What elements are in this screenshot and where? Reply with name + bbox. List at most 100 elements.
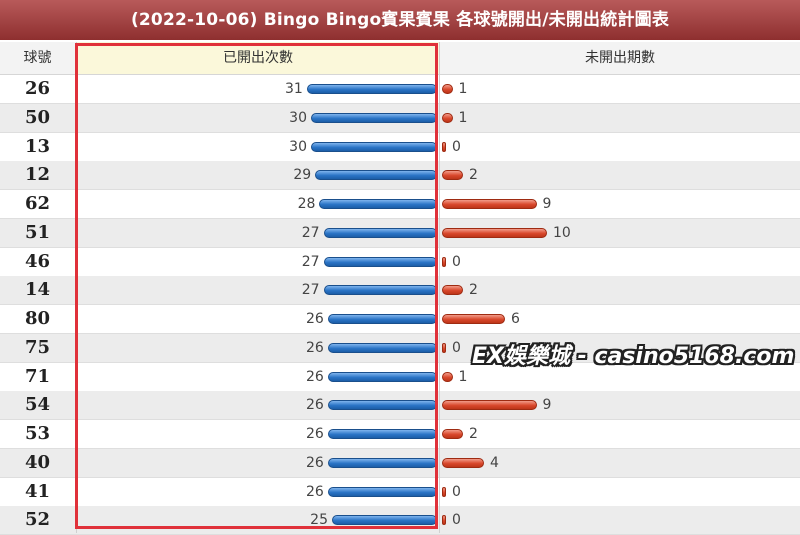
missed-periods-bar <box>442 141 446 152</box>
table-row: 54 26 9 <box>0 391 800 421</box>
drawn-count-bar <box>319 199 437 209</box>
ball-number: 52 <box>24 509 51 531</box>
drawn-count-label: 27 <box>301 282 320 299</box>
missed-periods-bar <box>442 486 446 497</box>
drawn-count-bar <box>311 112 437 123</box>
ball-number: 12 <box>24 164 51 186</box>
drawn-count-bar <box>306 84 437 94</box>
drawn-count-cell: 26 <box>77 391 439 419</box>
drawn-count-bar <box>311 141 437 152</box>
table-row: 50 30 1 <box>0 103 800 133</box>
ball-number: 53 <box>24 423 51 444</box>
table-row: 41 26 0 <box>0 477 800 507</box>
drawn-count-label: 26 <box>305 339 324 356</box>
ball-number: 62 <box>24 193 51 214</box>
drawn-count-bar <box>332 515 437 526</box>
header-missed-periods: 未開出期數 <box>585 50 655 66</box>
drawn-count-bar <box>327 457 437 468</box>
ball-number: 51 <box>24 221 51 243</box>
ball-number: 50 <box>24 106 51 128</box>
ball-number: 26 <box>24 78 51 99</box>
missed-periods-bar <box>442 170 463 181</box>
missed-periods-label: 6 <box>511 311 520 327</box>
missed-periods-bar <box>442 342 446 353</box>
missed-periods-label: 2 <box>469 282 478 299</box>
watermark: EX娛樂城 - casino5168.com <box>472 344 795 369</box>
drawn-count-label: 26 <box>305 368 324 385</box>
drawn-count-bar <box>323 285 437 296</box>
ball-number: 54 <box>24 394 51 416</box>
drawn-count-cell: 27 <box>77 219 439 247</box>
missed-periods-label: 0 <box>452 483 461 500</box>
table-row: 14 27 2 <box>0 276 800 306</box>
missed-periods-cell: 0 <box>440 248 800 276</box>
table-row: 40 26 4 <box>0 448 800 478</box>
missed-periods-cell: 9 <box>440 190 800 218</box>
drawn-count-cell: 25 <box>77 506 439 534</box>
missed-periods-bar <box>442 371 453 382</box>
table-row: 75 26 0 <box>0 333 800 363</box>
drawn-count-cell: 29 <box>77 161 439 189</box>
missed-periods-cell: 2 <box>440 276 800 304</box>
missed-periods-label: 4 <box>490 454 499 471</box>
missed-periods-cell: 9 <box>440 391 800 419</box>
missed-periods-cell: 0 <box>440 334 800 362</box>
drawn-count-cell: 26 <box>77 478 439 506</box>
drawn-count-label: 30 <box>289 138 307 155</box>
drawn-count-cell: 30 <box>77 133 439 161</box>
missed-periods-bar <box>442 227 547 238</box>
missed-periods-bar <box>442 84 453 94</box>
drawn-count-label: 26 <box>305 483 324 500</box>
drawn-count-cell: 26 <box>77 334 439 362</box>
drawn-count-cell: 26 <box>77 305 439 333</box>
drawn-count-cell: 26 <box>77 449 439 477</box>
missed-periods-bar <box>442 515 446 526</box>
drawn-count-label: 27 <box>301 253 320 270</box>
drawn-count-cell: 27 <box>77 276 439 304</box>
ball-number: 13 <box>24 135 51 157</box>
drawn-count-label: 30 <box>289 109 307 126</box>
table-row: 52 25 0 <box>0 506 800 535</box>
drawn-count-bar <box>327 486 437 497</box>
missed-periods-cell: 1 <box>440 75 800 103</box>
ball-number: 71 <box>24 365 51 387</box>
ball-number: 80 <box>24 308 51 329</box>
header-number: 球號 <box>23 50 52 66</box>
drawn-count-label: 26 <box>305 426 324 442</box>
missed-periods-cell: 1 <box>440 104 800 132</box>
missed-periods-label: 1 <box>458 109 468 126</box>
table-row: 46 27 0 <box>0 247 800 277</box>
drawn-count-label: 27 <box>301 224 320 241</box>
missed-periods-cell: 2 <box>440 161 800 189</box>
table-row: 71 26 1 <box>0 362 800 392</box>
chart-title: (2022-10-06) Bingo Bingo賓果賓果 各球號開出/未開出統計… <box>0 0 800 40</box>
drawn-count-label: 26 <box>305 397 324 414</box>
missed-periods-bar <box>442 285 463 296</box>
missed-periods-bar <box>442 314 505 324</box>
drawn-count-label: 26 <box>305 311 324 327</box>
missed-periods-cell: 0 <box>440 133 800 161</box>
missed-periods-label: 1 <box>458 81 468 97</box>
drawn-count-cell: 30 <box>77 104 439 132</box>
ball-number: 14 <box>24 279 51 301</box>
missed-periods-cell: 6 <box>440 305 800 333</box>
ball-number: 41 <box>24 480 51 502</box>
table-row: 12 29 2 <box>0 161 800 191</box>
missed-periods-label: 1 <box>458 368 468 385</box>
missed-periods-label: 0 <box>452 512 461 529</box>
ball-number: 46 <box>24 250 51 272</box>
table-row: 80 26 6 <box>0 305 800 334</box>
drawn-count-bar <box>327 429 437 439</box>
missed-periods-label: 9 <box>542 397 552 414</box>
missed-periods-label: 0 <box>452 253 461 270</box>
column-divider-left <box>76 42 77 533</box>
missed-periods-label: 10 <box>553 224 571 241</box>
drawn-count-label: 28 <box>297 196 316 212</box>
table-row: 62 28 9 <box>0 190 800 219</box>
drawn-count-cell: 26 <box>77 363 439 391</box>
missed-periods-label: 0 <box>452 138 461 155</box>
missed-periods-cell: 0 <box>440 478 800 506</box>
missed-periods-cell: 1 <box>440 363 800 391</box>
drawn-count-label: 25 <box>310 512 328 529</box>
drawn-count-cell: 28 <box>77 190 439 218</box>
